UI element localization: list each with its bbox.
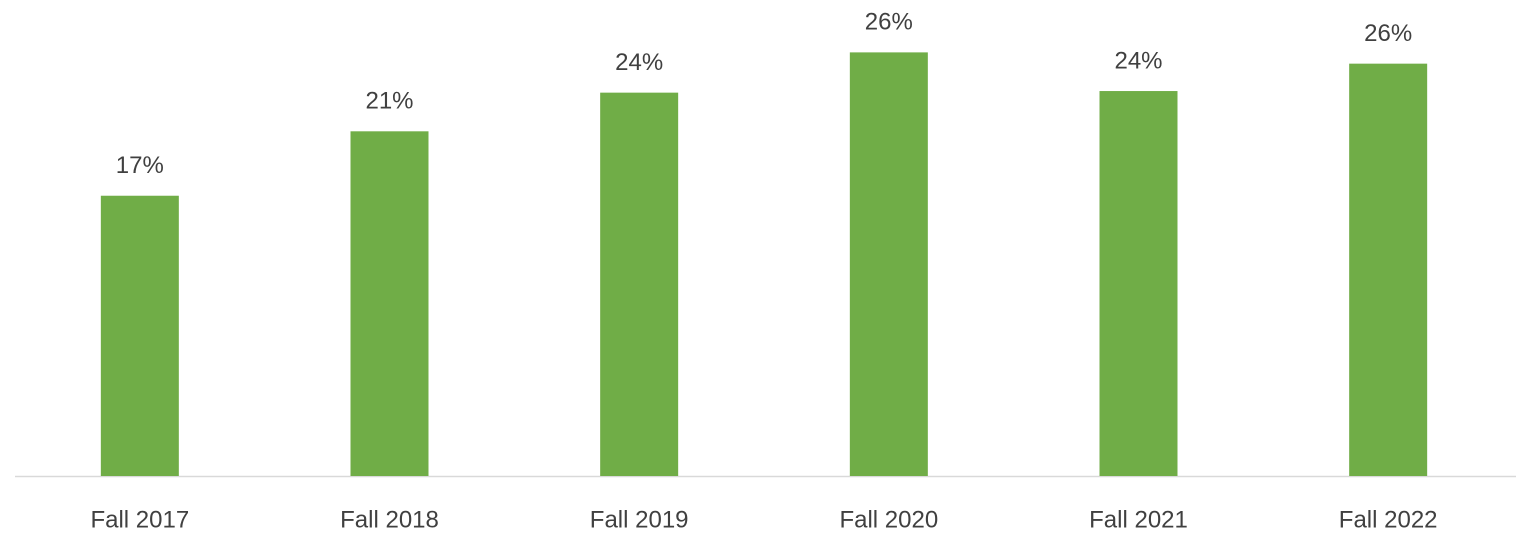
x-tick-label: Fall 2020 xyxy=(839,506,938,533)
data-label: 21% xyxy=(365,88,413,115)
bar xyxy=(350,131,429,477)
data-label: 26% xyxy=(1364,20,1412,47)
x-tick-label: Fall 2021 xyxy=(1089,506,1188,533)
x-tick-label: Fall 2017 xyxy=(90,506,189,533)
data-label: 24% xyxy=(615,49,663,76)
data-label: 17% xyxy=(116,152,164,179)
bar xyxy=(100,195,179,476)
x-tick-label: Fall 2018 xyxy=(340,506,439,533)
x-tick-label: Fall 2019 xyxy=(590,506,689,533)
x-tick-label: Fall 2022 xyxy=(1339,506,1438,533)
data-label: 26% xyxy=(865,9,913,36)
bar xyxy=(600,92,679,477)
bar xyxy=(1349,63,1428,477)
bar xyxy=(1099,91,1178,477)
data-label: 24% xyxy=(1114,47,1162,74)
bar xyxy=(849,52,928,476)
